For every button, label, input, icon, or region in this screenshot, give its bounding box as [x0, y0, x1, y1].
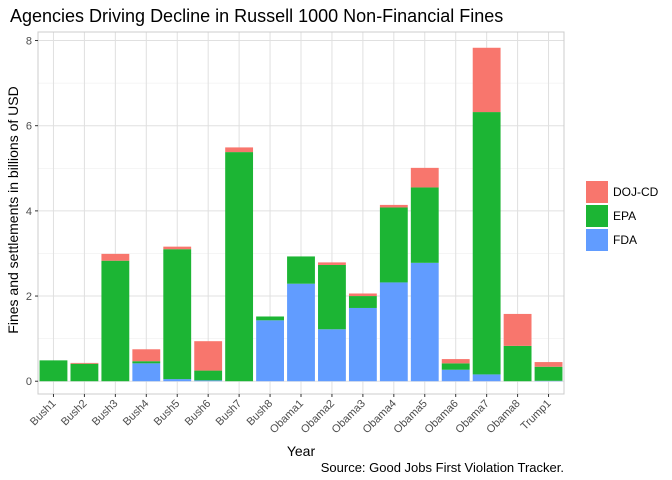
bar-doj-cd-bush5: [163, 246, 192, 250]
legend-key-doj-cd: [586, 181, 608, 203]
x-tick-label: Trump1: [519, 398, 554, 433]
bar-epa-obama4: [379, 207, 408, 283]
x-axis-title: Year: [287, 443, 316, 459]
y-axis: 0 2 4 6 8: [26, 36, 38, 388]
bar-epa-obama5: [410, 187, 439, 263]
bar-doj-cd-bush2: [70, 362, 99, 364]
x-tick-label: Bush4: [121, 398, 152, 429]
bar-epa-obama1: [287, 256, 315, 284]
bar-doj-cd-obama8: [503, 313, 532, 346]
bar-epa-bush1: [39, 360, 68, 382]
x-tick-label: Bush1: [28, 398, 59, 429]
chart-title: Agencies Driving Decline in Russell 1000…: [10, 6, 503, 26]
x-tick-label: Obama8: [484, 398, 522, 436]
bar-doj-cd-obama3: [348, 293, 377, 297]
bar-epa-bush2: [70, 363, 99, 382]
bar-epa-bush7: [225, 152, 254, 382]
x-tick-label: Bush2: [59, 398, 90, 429]
legend: DOJ-CD EPA FDA: [586, 181, 659, 251]
bar-doj-cd-bush6: [194, 341, 223, 371]
bar-doj-cd-bush7: [225, 147, 254, 153]
bar-epa-obama3: [348, 296, 377, 308]
bar-doj-cd-bush4: [132, 349, 161, 362]
bar-fda-obama4: [379, 282, 408, 382]
y-tick-label: 0: [26, 376, 32, 388]
bar-fda-bush4: [132, 363, 161, 382]
bar-epa-trump1: [534, 366, 563, 381]
bar-fda-obama5: [410, 262, 439, 382]
x-tick-label: Bush3: [90, 398, 121, 429]
legend-label-fda: FDA: [613, 233, 637, 247]
bar-epa-obama6: [441, 363, 470, 370]
bar-fda-bush6: [194, 380, 223, 382]
bar-epa-bush5: [163, 249, 192, 380]
bar-fda-obama2: [318, 329, 346, 382]
bar-epa-bush6: [194, 370, 223, 381]
bar-doj-cd-obama5: [410, 167, 439, 188]
bar-epa-obama2: [318, 264, 346, 330]
y-tick-label: 6: [26, 121, 32, 133]
bar-fda-obama7: [472, 374, 501, 382]
bar-doj-cd-obama2: [318, 262, 346, 265]
y-tick-label: 8: [26, 36, 32, 48]
bar-epa-obama7: [472, 112, 501, 375]
x-axis: Bush1 Bush2 Bush3 Bush4 Bush5 Bush6 Bush7 Bush8…: [28, 394, 554, 436]
bar-fda-obama6: [441, 369, 470, 382]
x-tick-label: Bush5: [152, 398, 183, 429]
bar-epa-bush4: [132, 361, 161, 364]
legend-label-epa: EPA: [613, 209, 636, 223]
x-tick-label: Bush6: [183, 398, 214, 429]
x-tick-label: Bush7: [214, 398, 245, 429]
y-tick-label: 2: [26, 291, 32, 303]
bar-doj-cd-obama6: [441, 359, 470, 364]
bar-doj-cd-bush3: [101, 253, 130, 261]
legend-key-fda: [586, 229, 608, 251]
bar-doj-cd-obama7: [472, 47, 501, 113]
legend-key-epa: [586, 205, 608, 227]
y-axis-title: Fines and settlements in billions of USD: [5, 86, 21, 333]
bar-doj-cd-trump1: [534, 362, 563, 367]
bar-fda-bush5: [163, 379, 192, 382]
bar-epa-bush3: [101, 260, 130, 382]
bar-epa-obama8: [503, 345, 532, 382]
legend-label-doj-cd: DOJ-CD: [613, 185, 659, 199]
bars-layer: [39, 47, 563, 382]
bar-fda-obama1: [287, 283, 315, 382]
bar-fda-bush8: [256, 320, 284, 382]
bar-doj-cd-obama4: [379, 204, 408, 208]
bar-epa-bush8: [256, 316, 284, 321]
caption: Source: Good Jobs First Violation Tracke…: [321, 460, 564, 475]
bar-fda-obama3: [348, 307, 377, 382]
y-tick-label: 4: [26, 206, 32, 218]
